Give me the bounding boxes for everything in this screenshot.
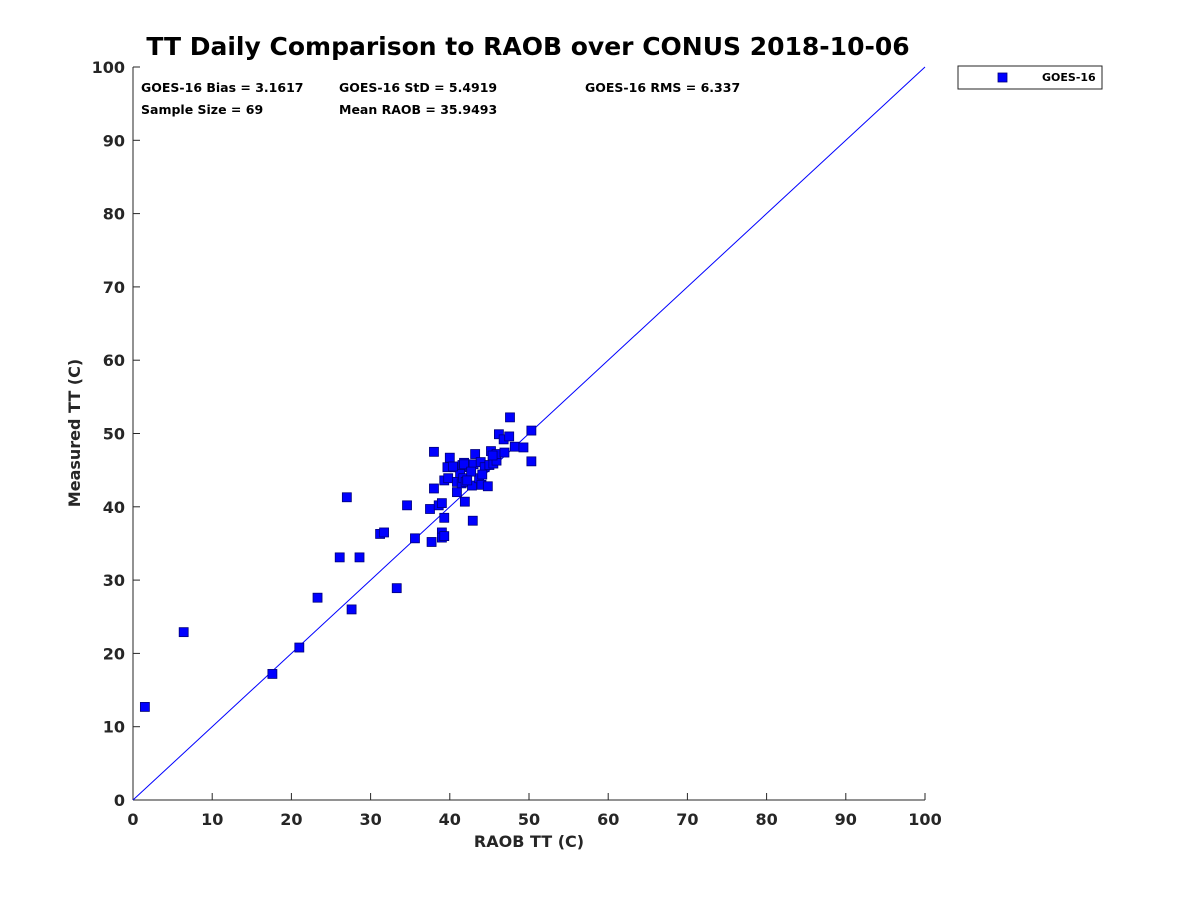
- data-point: [448, 461, 458, 472]
- data-point: [294, 642, 305, 653]
- stat-sample-size: Sample Size = 69: [141, 102, 263, 117]
- x-tick-label-20: 20: [280, 810, 302, 829]
- data-point: [341, 492, 352, 503]
- y-tick-label-20: 20: [103, 644, 125, 663]
- x-tick-label-90: 90: [835, 810, 857, 829]
- y-axis-label: Measured TT (C): [65, 359, 84, 507]
- data-point: [391, 583, 402, 594]
- data-point: [425, 504, 435, 514]
- data-point: [443, 473, 454, 484]
- y-tick-label-80: 80: [103, 205, 125, 224]
- x-tick-label-30: 30: [359, 810, 381, 829]
- data-point: [426, 537, 437, 547]
- y-tick-label-100: 100: [92, 58, 125, 77]
- legend-marker-goes-16: [997, 72, 1008, 83]
- data-point: [178, 627, 189, 638]
- data-point: [482, 481, 493, 492]
- data-point: [477, 469, 488, 480]
- y-tick-label-50: 50: [103, 425, 125, 444]
- plot-area: 0 10 20 30 40 50 60 70 80 90 100 0 10 20 30 40 50 60 70 80 9…: [92, 58, 942, 829]
- data-point: [429, 483, 439, 494]
- x-tick-label-10: 10: [201, 810, 223, 829]
- data-point: [334, 552, 345, 563]
- data-point: [487, 450, 498, 461]
- data-point: [444, 452, 455, 463]
- data-point: [470, 449, 481, 459]
- data-point: [436, 498, 447, 509]
- x-tick-label-60: 60: [597, 810, 619, 829]
- y-tick-label-60: 60: [103, 351, 125, 370]
- data-point: [526, 456, 537, 467]
- data-point: [354, 552, 365, 563]
- data-point: [462, 475, 473, 486]
- y-tick-label-40: 40: [103, 498, 125, 517]
- x-tick-label-80: 80: [755, 810, 777, 829]
- data-point: [499, 447, 510, 458]
- data-point: [459, 459, 469, 470]
- y-tick-label-90: 90: [103, 131, 125, 150]
- data-point: [518, 442, 529, 453]
- x-tick-label-40: 40: [439, 810, 461, 829]
- x-tick-label-50: 50: [518, 810, 540, 829]
- y-tick-label-70: 70: [103, 278, 125, 297]
- legend-box: [957, 65, 1103, 90]
- data-point: [139, 702, 150, 712]
- data-point: [312, 592, 323, 603]
- y-tick-label-0: 0: [114, 791, 125, 810]
- stat-mean-raob: Mean RAOB = 35.9493: [339, 102, 497, 117]
- data-point: [346, 604, 357, 615]
- chart-title: TT Daily Comparison to RAOB over CONUS 2…: [146, 32, 909, 61]
- data-point: [429, 446, 439, 457]
- data-point: [526, 425, 537, 436]
- x-tick-label-0: 0: [127, 810, 138, 829]
- y-tick-label-30: 30: [103, 571, 125, 590]
- data-point: [504, 431, 515, 442]
- data-point: [410, 533, 420, 544]
- y-tick-label-10: 10: [103, 718, 125, 737]
- data-point: [466, 466, 477, 477]
- data-point: [452, 487, 462, 498]
- data-point: [402, 500, 412, 511]
- data-point: [459, 496, 470, 507]
- x-axis-label: RAOB TT (C): [474, 832, 584, 851]
- data-point: [439, 512, 450, 523]
- stat-std: GOES-16 StD = 5.4919: [339, 80, 497, 95]
- x-tick-label-70: 70: [676, 810, 698, 829]
- data-point: [439, 531, 450, 542]
- data-point: [379, 527, 389, 538]
- data-point: [505, 412, 515, 423]
- data-point: [509, 441, 520, 452]
- data-point: [267, 669, 278, 679]
- data-point: [467, 515, 478, 526]
- x-tick-label-100: 100: [908, 810, 941, 829]
- legend: GOES-16: [957, 65, 1103, 90]
- stat-bias: GOES-16 Bias = 3.1617: [141, 80, 303, 95]
- stat-rms: GOES-16 RMS = 6.337: [585, 80, 740, 95]
- legend-label-goes-16: GOES-16: [1042, 71, 1096, 84]
